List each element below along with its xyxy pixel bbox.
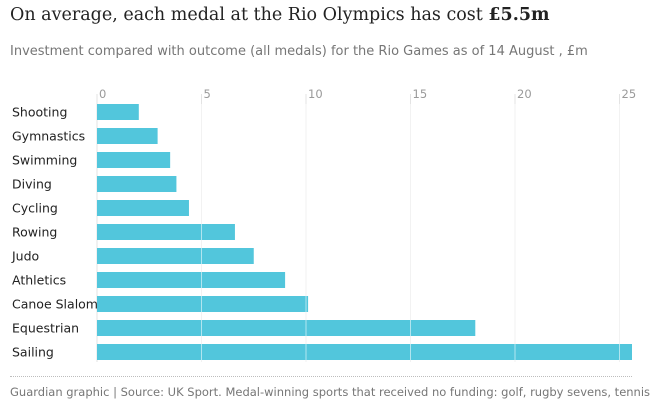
- category-label: Rowing: [12, 225, 57, 240]
- bars: [97, 104, 632, 360]
- bar: [97, 272, 286, 288]
- category-label: Judo: [11, 249, 39, 264]
- category-label: Equestrian: [12, 321, 79, 336]
- bar: [97, 128, 158, 144]
- category-label: Athletics: [12, 273, 66, 288]
- category-label: Swimming: [12, 153, 77, 168]
- bar: [97, 200, 189, 216]
- category-label: Shooting: [12, 105, 67, 120]
- category-label: Sailing: [12, 345, 54, 360]
- category-label: Gymnastics: [12, 129, 85, 144]
- category-label: Canoe Slalom: [12, 297, 98, 312]
- x-axis-ticks: 0 5 10 15 20 25: [99, 87, 636, 101]
- category-label: Cycling: [12, 201, 58, 216]
- bar: [97, 320, 476, 336]
- gridlines-over-bars: [201, 104, 620, 362]
- bar: [97, 224, 235, 240]
- x-tick-label: 10: [308, 87, 323, 101]
- x-tick-label: 25: [622, 87, 637, 101]
- title-emphasis: £5.5m: [488, 5, 550, 25]
- category-label: Diving: [12, 177, 52, 192]
- footer-source: Guardian graphic | Source: UK Sport. Med…: [10, 385, 651, 399]
- footer-divider: [10, 376, 632, 377]
- category-labels: Shooting Gymnastics Swimming Diving Cycling R…: [11, 105, 98, 360]
- bar: [97, 176, 177, 192]
- chart-subtitle: Investment compared with outcome (all me…: [10, 44, 588, 59]
- x-tick-label: 20: [517, 87, 532, 101]
- x-tick-label: 0: [99, 87, 106, 101]
- chart-title: On average, each medal at the Rio Olympi…: [10, 5, 550, 25]
- bar: [97, 344, 632, 360]
- bar: [97, 248, 254, 264]
- bar: [97, 296, 309, 312]
- x-tick-label: 5: [204, 87, 211, 101]
- bar: [97, 152, 171, 168]
- bar: [97, 104, 139, 120]
- x-tick-label: 15: [413, 87, 428, 101]
